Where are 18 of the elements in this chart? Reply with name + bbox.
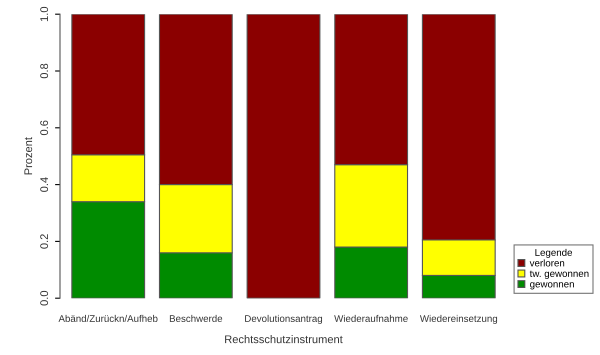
x-tick-label: Beschwerde xyxy=(170,314,222,322)
y-tick-label: 0.4 xyxy=(40,177,48,192)
x-tick-label: Wiedereinsetzung xyxy=(420,314,498,324)
x-tick-label: Wiederaufnahme xyxy=(334,314,408,322)
legend-label: tw. gewonnen xyxy=(530,270,588,279)
legend-label: gewonnen xyxy=(530,282,574,290)
x-tick-label: Devolutionsantrag xyxy=(245,314,322,324)
legend-title: Legende xyxy=(535,248,572,258)
y-tick-label: 1.0 xyxy=(40,6,48,22)
y-tick-label: 0.6 xyxy=(40,120,48,136)
y-tick-label: 0.2 xyxy=(40,234,48,249)
bar xyxy=(246,14,320,298)
legend-label: verloren xyxy=(530,259,564,266)
y-tick-label: 0.8 xyxy=(40,64,48,78)
x-axis-title: Rechtsschutzinstrument xyxy=(225,335,343,344)
y-tick-label: 0.0 xyxy=(40,290,48,306)
x-tick-label: Abänd/Zurückn/Aufheb xyxy=(58,314,158,322)
y-axis-title: Prozent xyxy=(24,137,32,174)
